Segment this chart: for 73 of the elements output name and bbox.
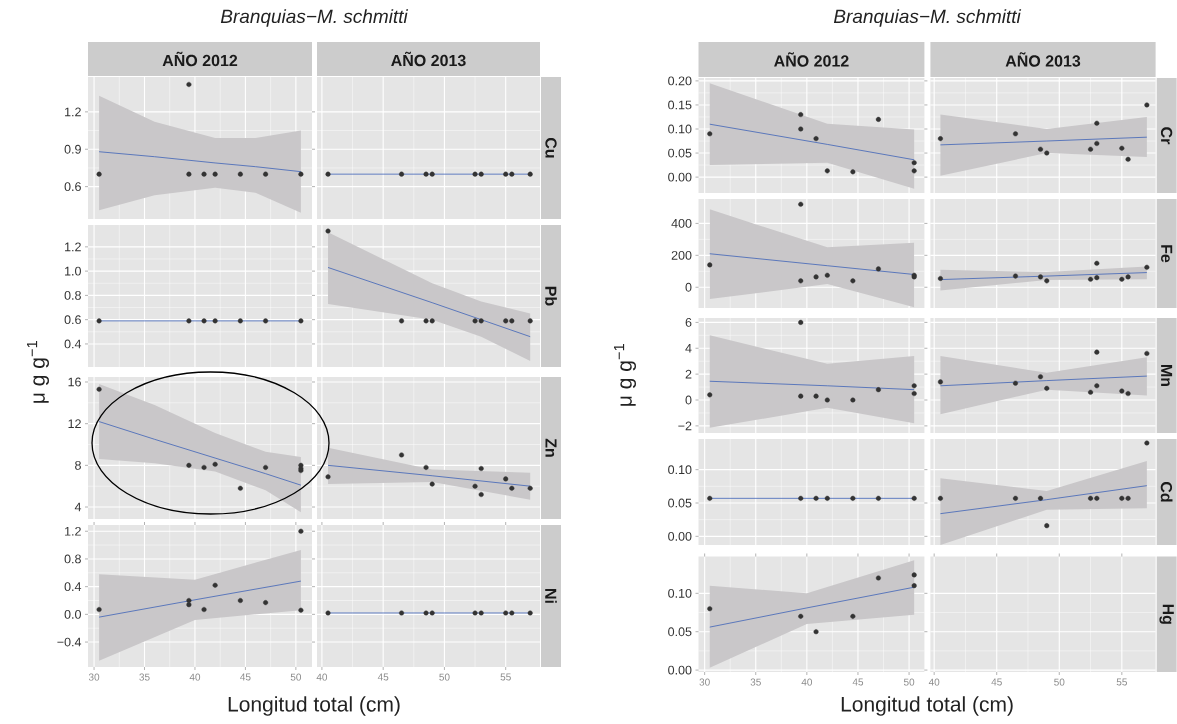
y-tick-label: 0.15 <box>668 100 692 110</box>
chart-title: Branquias−M. schmitti <box>220 9 409 27</box>
y2-axis-title: Cu <box>545 137 557 158</box>
x-tick-label: 50 <box>903 678 915 686</box>
y2-axis-title: Mn <box>1161 365 1173 387</box>
x-tick-label: 55 <box>1116 678 1127 686</box>
y-tick-label: 0.6 <box>64 315 81 325</box>
y-tick-label: 0.05 <box>668 627 692 637</box>
y-tick-label: 0.20 <box>668 76 692 86</box>
chart-subtitle: AÑO 2013 <box>391 51 466 67</box>
y-tick-label: 2 <box>685 369 692 379</box>
x-tick-label: 45 <box>240 673 251 681</box>
y-tick-label: 0.6 <box>64 182 81 192</box>
y-tick-label: 0.00 <box>668 531 692 541</box>
y-tick-label: −2 <box>678 421 692 431</box>
y-tick-label: 0.8 <box>64 290 81 300</box>
y2-axis-title: Fe <box>1161 245 1173 263</box>
y-tick-label: 12 <box>68 419 81 429</box>
y2-axis-title: Ni <box>545 589 557 603</box>
y-tick-label: 0 <box>685 282 692 292</box>
y2-axis-title: Cr <box>1160 127 1173 145</box>
y-tick-label: 1.2 <box>65 526 81 536</box>
y-tick-label: 8 <box>75 460 81 470</box>
y2-axis-title: Cd <box>1160 481 1173 502</box>
y-tick-label: 0.05 <box>668 148 692 158</box>
x-tick-label: 35 <box>750 678 761 686</box>
y-tick-label: 0.0 <box>64 609 81 619</box>
y-tick-label: 0.4 <box>64 339 82 349</box>
x-tick-label: 40 <box>189 673 201 681</box>
y-tick-label: 0.4 <box>64 582 82 592</box>
x-tick-label: 40 <box>928 678 940 686</box>
x-tick-label: 50 <box>290 673 302 681</box>
x-tick-label: 40 <box>316 673 328 681</box>
x-tick-label: 30 <box>699 678 710 686</box>
y-tick-label: −0.4 <box>57 637 82 647</box>
y-tick-label: 0.10 <box>668 124 692 134</box>
y2-axis-title: Hg <box>1159 604 1174 624</box>
y-tick-label: 400 <box>671 219 692 228</box>
x-tick-label: 45 <box>991 678 1002 686</box>
y-tick-label: 0.9 <box>64 144 81 154</box>
chart-subtitle: AÑO 2012 <box>774 52 849 67</box>
x-tick-label: 45 <box>377 673 389 681</box>
x-axis-title: Longitud total (cm) <box>228 696 400 716</box>
x-tick-label: 50 <box>1054 678 1065 686</box>
x-tick-label: 55 <box>500 673 511 681</box>
y-axis-title: μ g g$^{−1}$ <box>614 344 637 406</box>
y-tick-label: 0.8 <box>64 554 81 564</box>
x-tick-label: 45 <box>852 678 864 686</box>
x-tick-label: 35 <box>139 673 150 681</box>
y-tick-label: 0 <box>685 395 692 405</box>
x-tick-label: 40 <box>801 678 813 686</box>
y-tick-label: 0.10 <box>668 588 692 598</box>
y2-axis-title: Pb <box>545 286 557 306</box>
y-tick-label: 1.2 <box>65 107 81 117</box>
chart-subtitle: AÑO 2012 <box>162 51 238 67</box>
y-tick-label: 6 <box>685 317 692 327</box>
y-tick-label: 4 <box>685 343 692 353</box>
y-tick-label: 16 <box>68 377 81 387</box>
y-tick-label: 0.10 <box>668 465 692 475</box>
y-axis-title: μ g g$^{−1}$ <box>27 341 50 403</box>
x-tick-label: 30 <box>88 673 100 681</box>
chart-subtitle: AÑO 2013 <box>1005 52 1081 67</box>
y2-axis-title: Zn <box>545 438 557 457</box>
y-tick-label: 0.05 <box>668 498 692 508</box>
y-tick-label: 0.00 <box>668 665 692 675</box>
chart-title: Branquias−M. schmitti <box>833 9 1022 27</box>
y-tick-label: 1.0 <box>65 266 81 276</box>
x-axis-title: Longitud total (cm) <box>841 696 1013 716</box>
y-tick-label: 0.00 <box>668 172 692 182</box>
x-tick-label: 50 <box>439 673 450 681</box>
y-tick-label: 4 <box>74 502 82 512</box>
y-tick-label: 1.2 <box>65 242 81 252</box>
y-tick-label: 200 <box>671 250 692 260</box>
